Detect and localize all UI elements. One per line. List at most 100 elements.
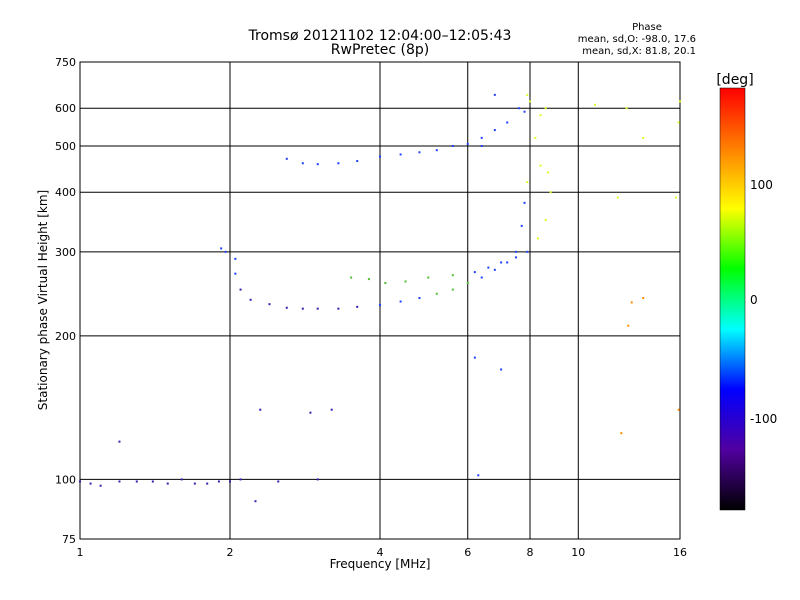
scatter-point	[404, 280, 407, 283]
scatter-point	[301, 307, 304, 310]
scatter-point	[515, 256, 518, 259]
scatter-point	[536, 237, 539, 240]
scatter-points	[79, 93, 681, 503]
scatter-point	[616, 196, 619, 199]
scatter-point	[451, 274, 454, 277]
scatter-point	[677, 121, 680, 124]
colorbar-tick-0: 0	[750, 293, 758, 307]
scatter-point	[539, 114, 542, 117]
scatter-point	[526, 181, 529, 184]
scatter-point	[399, 153, 402, 156]
x-tick-label: 2	[227, 546, 234, 559]
chart-subtitle: RwPretec (8p)	[331, 42, 429, 58]
scatter-point	[285, 157, 288, 160]
scatter-point	[350, 276, 353, 279]
scatter-point	[529, 100, 531, 103]
scatter-point	[239, 478, 242, 481]
scatter-point	[480, 136, 483, 139]
x-ticks: 1 2 4 6 8 10 16	[77, 546, 688, 559]
scatter-point	[301, 162, 304, 165]
x-axis-label: Frequency [MHz]	[330, 557, 431, 571]
colorbar-unit: [deg]	[716, 72, 753, 88]
y-tick-label: 75	[62, 533, 76, 546]
scatter-point	[544, 218, 547, 221]
scatter-point	[356, 305, 359, 308]
scatter-point	[630, 301, 633, 304]
scatter-point	[534, 136, 537, 139]
scatter-point	[473, 271, 476, 274]
scatter-point	[539, 164, 542, 167]
x-tick-label: 8	[527, 546, 534, 559]
scatter-point	[506, 121, 509, 124]
scatter-point	[427, 276, 430, 279]
scatter-point	[206, 482, 209, 485]
scatter-point	[625, 107, 628, 110]
y-tick-label: 200	[55, 330, 76, 343]
scatter-point	[337, 162, 340, 165]
scatter-point	[234, 257, 237, 260]
scatter-point	[523, 110, 526, 113]
scatter-point	[193, 482, 196, 485]
scatter-point	[435, 149, 438, 152]
scatter-point	[642, 136, 645, 139]
x-tick-label: 16	[673, 546, 687, 559]
scatter-point	[526, 250, 529, 253]
scatter-point	[118, 480, 121, 483]
y-tick-label: 300	[55, 246, 76, 259]
scatter-point	[435, 292, 438, 295]
y-tick-label: 600	[55, 102, 76, 115]
scatter-point	[517, 107, 520, 110]
scatter-point	[309, 411, 312, 414]
scatter-point	[99, 484, 102, 487]
scatter-point	[620, 432, 623, 435]
scatter-point	[384, 282, 387, 285]
scatter-point	[379, 304, 381, 307]
colorbar-tick-neg100: -100	[750, 412, 777, 426]
scatter-point	[679, 100, 681, 103]
scatter-point	[268, 303, 271, 306]
scatter-point	[418, 151, 421, 154]
scatter-point	[316, 478, 319, 481]
scatter-point	[249, 298, 252, 301]
scatter-point	[367, 278, 370, 281]
scatter-point	[285, 306, 288, 309]
scatter-point	[451, 144, 454, 147]
scatter-point	[379, 155, 381, 158]
scatter-point	[316, 307, 319, 310]
gridlines	[80, 62, 680, 539]
scatter-point	[523, 201, 526, 204]
scatter-point	[118, 440, 121, 443]
scatter-point	[229, 480, 231, 483]
scatter-point	[466, 142, 469, 145]
scatter-point	[674, 196, 677, 199]
scatter-point	[224, 250, 227, 253]
scatter-point	[330, 408, 333, 411]
scatter-point	[480, 144, 483, 147]
scatter-point	[451, 288, 454, 291]
scatter-point	[493, 129, 496, 132]
scatter-point	[220, 247, 223, 250]
scatter-point	[466, 282, 469, 285]
scatter-point	[506, 261, 509, 264]
scatter-point	[277, 480, 280, 483]
y-tick-label: 750	[55, 56, 76, 69]
y-tick-label: 400	[55, 186, 76, 199]
x-tick-label: 6	[464, 546, 471, 559]
scatter-point	[627, 324, 630, 327]
colorbar-tick-100: 100	[750, 178, 773, 192]
scatter-point	[500, 261, 503, 264]
phase-x-stats: mean, sd,X: 81.8, 20.1	[582, 46, 696, 57]
x-tick-label: 10	[571, 546, 585, 559]
scatter-point	[593, 103, 596, 106]
scatter-point	[135, 480, 138, 483]
scatter-point	[473, 356, 476, 359]
scatter-point	[487, 266, 490, 269]
scatter-point	[515, 250, 518, 253]
scatter-point	[477, 474, 480, 477]
scatter-point	[254, 500, 257, 503]
scatter-point	[526, 93, 529, 96]
y-tick-label: 100	[55, 473, 76, 486]
phase-title: Phase	[632, 22, 662, 33]
scatter-point	[500, 368, 503, 371]
